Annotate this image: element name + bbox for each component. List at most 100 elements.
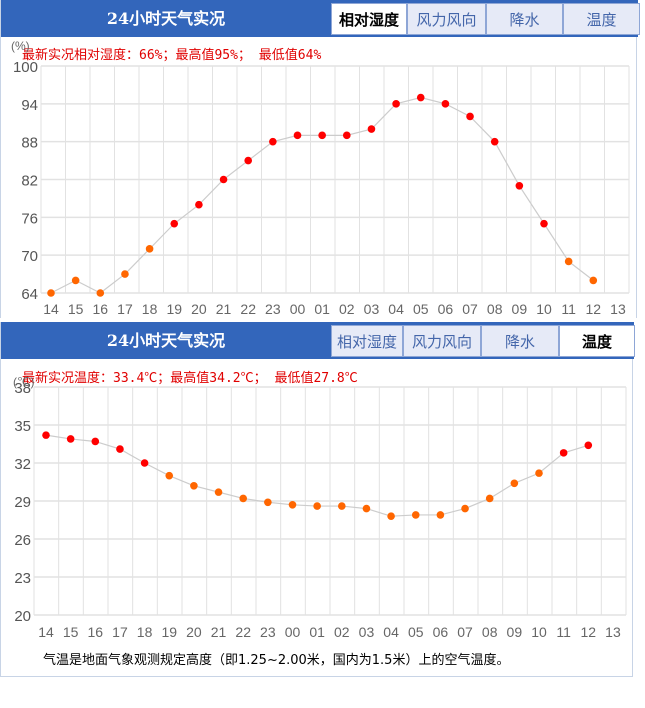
x-tick-label: 02 — [339, 301, 355, 317]
tab-humidity[interactable]: 相对湿度 — [331, 3, 407, 35]
data-point[interactable] — [589, 276, 598, 285]
data-point[interactable] — [416, 93, 425, 102]
data-point[interactable] — [313, 502, 321, 510]
data-point[interactable] — [190, 482, 198, 490]
data-point[interactable] — [584, 441, 593, 450]
x-tick-label: 15 — [68, 301, 84, 317]
x-tick-label: 00 — [285, 624, 301, 640]
data-point[interactable] — [219, 175, 228, 184]
data-point[interactable] — [461, 504, 469, 513]
x-tick-label: 18 — [142, 301, 158, 317]
x-tick-label: 17 — [117, 301, 133, 317]
temperature-note: 气温是地面气象观测规定高度（即1.25~2.00米，国内为1.5米）上的空气温度… — [43, 653, 510, 668]
data-point[interactable] — [47, 289, 55, 297]
x-tick-label: 19 — [166, 301, 182, 317]
tab-precipitation[interactable]: 降水 — [481, 325, 559, 357]
tab-wind[interactable]: 风力风向 — [407, 3, 486, 35]
x-tick-label: 11 — [556, 624, 571, 640]
x-tick-label: 23 — [260, 624, 276, 640]
data-point[interactable] — [288, 501, 297, 509]
x-tick-label: 07 — [457, 624, 473, 640]
data-point[interactable] — [165, 471, 174, 480]
data-point[interactable] — [293, 131, 302, 140]
y-tick-label: 82 — [21, 173, 38, 190]
x-tick-label: 23 — [265, 301, 281, 317]
x-tick-label: 12 — [586, 301, 602, 317]
data-point[interactable] — [145, 245, 154, 253]
y-tick-label: 100 — [13, 59, 38, 76]
data-point[interactable] — [411, 511, 420, 519]
x-tick-label: 03 — [359, 624, 375, 640]
temperature-summary: 最新实况温度：33.4℃；最高值34.2℃； 最低值27.8℃ — [22, 371, 358, 386]
data-point[interactable] — [338, 502, 346, 510]
data-point[interactable] — [71, 276, 80, 285]
tab-temperature[interactable]: 温度 — [563, 3, 640, 35]
data-point[interactable] — [116, 445, 124, 453]
y-tick-label: 64 — [21, 286, 38, 303]
data-point[interactable] — [91, 437, 100, 446]
x-tick-label: 04 — [383, 624, 399, 640]
humidity-chart: 64 70 76 82 88 94 100 (%) 14 15 16 17 18 19 20 21 22 23 00… — [11, 39, 630, 317]
data-point[interactable] — [140, 459, 149, 467]
panel-header: 24小时天气实况 相对湿度 风力风向 降水 温度 — [1, 322, 635, 359]
data-point[interactable] — [515, 182, 524, 190]
data-point[interactable] — [564, 257, 573, 266]
data-point[interactable] — [66, 435, 75, 443]
data-point[interactable] — [170, 219, 179, 228]
data-point[interactable] — [466, 112, 474, 121]
data-point[interactable] — [362, 504, 371, 513]
tab-precipitation[interactable]: 降水 — [486, 3, 563, 35]
humidity-summary: 最新实况相对湿度：66%；最高值95%； 最低值64% — [22, 48, 322, 63]
data-point[interactable] — [195, 200, 203, 209]
x-tick-label: 21 — [216, 301, 232, 317]
data-point[interactable] — [485, 494, 494, 503]
data-point[interactable] — [318, 131, 326, 140]
data-point[interactable] — [441, 100, 450, 108]
y-tick-label: 32 — [14, 456, 31, 473]
x-tick-label: 17 — [112, 624, 128, 640]
x-tick-label: 20 — [186, 624, 202, 640]
data-point[interactable] — [42, 431, 50, 439]
data-point[interactable] — [436, 511, 445, 519]
data-point[interactable] — [244, 156, 252, 165]
data-point[interactable] — [490, 137, 499, 146]
data-point[interactable] — [343, 131, 351, 140]
data-point[interactable] — [540, 219, 548, 228]
data-point[interactable] — [214, 488, 223, 496]
y-tick-label: 26 — [14, 532, 31, 549]
x-tick-label: 05 — [408, 624, 424, 640]
x-tick-label: 22 — [240, 301, 256, 317]
x-tick-label: 13 — [605, 624, 621, 640]
x-tick-label: 19 — [161, 624, 177, 640]
x-tick-label: 18 — [137, 624, 153, 640]
tab-humidity[interactable]: 相对湿度 — [331, 325, 403, 357]
tab-wind[interactable]: 风力风向 — [403, 325, 481, 357]
data-point[interactable] — [239, 494, 247, 503]
data-point[interactable] — [367, 125, 376, 133]
x-tick-label: 13 — [610, 301, 626, 317]
data-point[interactable] — [535, 469, 543, 477]
x-tick-label: 08 — [482, 624, 498, 640]
y-tick-label: 94 — [21, 97, 38, 114]
temperature-panel: 24小时天气实况 相对湿度 风力风向 降水 温度 最新实况温度：33.4℃；最高… — [0, 322, 635, 677]
x-tick-label: 08 — [487, 301, 503, 317]
data-point[interactable] — [559, 449, 568, 457]
data-point[interactable] — [121, 270, 129, 278]
x-tick-label: 09 — [507, 624, 523, 640]
x-tick-label: 16 — [93, 301, 109, 317]
data-point[interactable] — [510, 479, 519, 488]
data-point[interactable] — [392, 100, 400, 108]
data-point[interactable] — [387, 512, 395, 520]
data-point[interactable] — [264, 498, 272, 507]
x-tick-label: 22 — [235, 624, 251, 640]
data-point[interactable] — [96, 289, 105, 297]
panel-title: 24小时天气实况 — [106, 331, 226, 350]
x-tick-label: 07 — [462, 301, 478, 317]
data-point[interactable] — [269, 137, 277, 146]
y-tick-label: 76 — [21, 210, 38, 227]
tab-bar: 相对湿度 风力风向 降水 温度 — [331, 3, 640, 35]
x-tick-label: 03 — [364, 301, 380, 317]
x-tick-label: 09 — [512, 301, 528, 317]
x-tick-label: 02 — [334, 624, 350, 640]
tab-temperature[interactable]: 温度 — [559, 325, 635, 357]
